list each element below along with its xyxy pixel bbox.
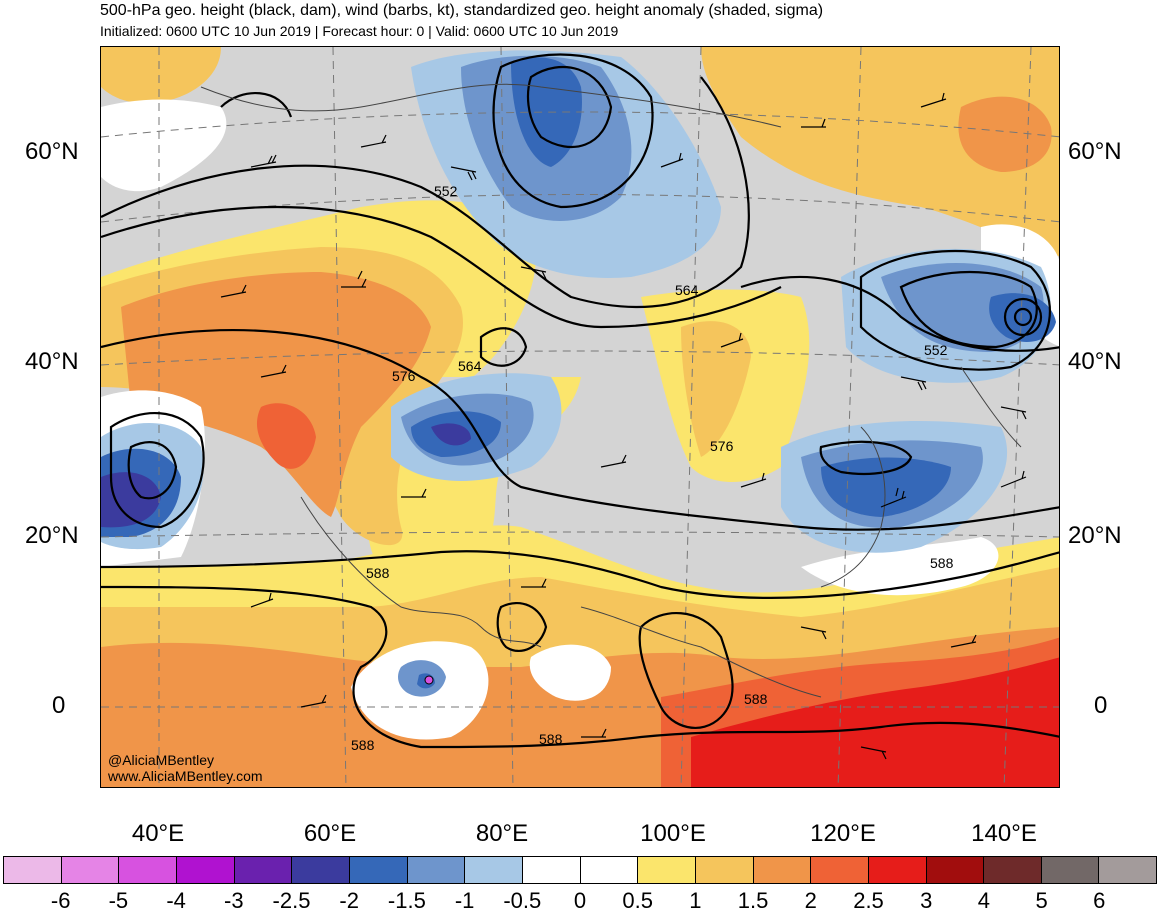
lon-label: 140°E [971, 820, 1037, 847]
colorbar-tick-label: -3 [224, 888, 244, 913]
colorbar-tick-label: 4 [977, 888, 991, 913]
colorbar-tick-label: -6 [50, 888, 71, 913]
colorbar-swatch [1099, 857, 1157, 883]
colorbar-swatch [234, 857, 293, 883]
colorbar-swatch [984, 857, 1042, 883]
credit-handle: @AliciaMBentley [108, 752, 215, 768]
neutral-white-bay-of-bengal [529, 644, 611, 701]
colorbar-tick-label: -0.5 [503, 888, 542, 913]
contour-label: 552 [924, 342, 948, 358]
coastlines [200, 83, 1022, 698]
lon-label: 40°E [131, 820, 185, 847]
colorbar-tick-label: 1.5 [737, 888, 769, 913]
colorbar-tick-label: 6 [1093, 888, 1106, 913]
height-contours [101, 53, 1059, 749]
contour-label: 552 [434, 183, 458, 199]
colorbar-swatch [695, 857, 754, 883]
colorbar-tick-label: -2.5 [272, 888, 311, 913]
colorbar-swatch [292, 857, 350, 883]
contour-label: 576 [392, 368, 416, 384]
negative-anomaly-core-west [101, 472, 161, 528]
colorbar-swatch [349, 857, 408, 883]
colorbar-tick-label: 2.5 [853, 888, 884, 913]
colorbar-swatch [868, 857, 927, 883]
colorbar-swatch [119, 857, 177, 883]
lat-label-left: 40°N [25, 348, 79, 375]
contour-label: 564 [458, 358, 482, 374]
credit-block: @AliciaMBentley www.AliciaMBentley.com [108, 752, 263, 784]
colorbar-swatch [811, 857, 869, 883]
positive-anomaly-red-west [256, 403, 316, 469]
contour-label: 588 [744, 691, 768, 707]
colorbar-tick-label: 5 [1035, 888, 1048, 913]
colorbar-swatch [61, 857, 120, 883]
colorbar-swatch [753, 857, 812, 883]
lat-label-right: 40°N [1068, 348, 1122, 375]
lon-label: 80°E [475, 820, 529, 847]
chart-title: 500-hPa geo. height (black, dam), wind (… [100, 2, 824, 19]
colorbar-swatch [522, 857, 581, 883]
neutral-white-east-china-sea [801, 537, 999, 596]
lat-label-right: 60°N [1068, 138, 1122, 165]
negative-anomaly-core-central-asia [431, 423, 471, 446]
lon-label: 100°E [640, 820, 706, 847]
contour-label: 588 [539, 731, 563, 747]
colorbar-tick-label: 0.5 [622, 888, 653, 913]
contour-label: 588 [366, 565, 390, 581]
lat-label-left: 60°N [25, 138, 79, 165]
map-panel: 552 564 564 576 576 552 588 588 588 588 … [100, 46, 1060, 788]
colorbar-tick-label: -2 [339, 888, 359, 913]
neutral-white-northwest [101, 99, 227, 192]
lon-label: 120°E [810, 820, 876, 847]
contour-label: 588 [930, 555, 954, 571]
colorbar-tick-label: -4 [166, 888, 186, 913]
contour-labels: 552 564 564 576 576 552 588 588 588 588 … [351, 183, 954, 753]
chart-subtitle: Initialized: 0600 UTC 10 Jun 2019 | Fore… [100, 23, 619, 39]
lat-label-right: 20°N [1068, 522, 1122, 549]
positive-anomaly-orange-northeast [701, 47, 1059, 257]
cyclone-center-marker [424, 675, 434, 685]
colorbar-tick-label: 0 [573, 888, 587, 913]
lat-label-left: 20°N [25, 522, 79, 549]
positive-anomaly-orange-northwest-corner [101, 47, 221, 104]
positive-anomaly-strong-red-south [691, 657, 1059, 787]
colorbar-tick-label: -1 [454, 888, 475, 913]
contour-label: 576 [710, 438, 734, 454]
credit-site: www.AliciaMBentley.com [108, 768, 263, 784]
lat-label-left: 0 [52, 692, 66, 719]
contour-label: 588 [351, 737, 375, 753]
positive-anomaly-orange-east-inner [681, 321, 751, 457]
colorbar-tick-label: -1.5 [387, 888, 426, 913]
lat-label-right: 0 [1094, 692, 1108, 719]
negative-anomaly-dark-blue-east-china [821, 457, 951, 517]
colorbar-swatch [638, 857, 696, 883]
lon-label: 60°E [303, 820, 357, 847]
colorbar-tick-label: 1 [689, 888, 702, 913]
colorbar-tick-label: 3 [920, 888, 933, 913]
negative-anomaly-dark-blue-northeast [989, 293, 1056, 342]
positive-anomaly-deep-orange-northeast [958, 96, 1052, 172]
wind-barbs [220, 92, 1027, 760]
colorbar-swatch [580, 857, 639, 883]
colorbar [3, 856, 1157, 884]
contour-label: 564 [675, 282, 699, 298]
colorbar-swatch [465, 857, 523, 883]
colorbar-swatch [926, 857, 985, 883]
positive-anomaly-deep-orange-west [121, 272, 431, 517]
colorbar-swatch [4, 857, 62, 883]
colorbar-tick-label: -5 [108, 888, 129, 913]
colorbar-swatch [407, 857, 466, 883]
colorbar-tick-label: 2 [804, 888, 817, 913]
colorbar-swatch [1041, 857, 1100, 883]
colorbar-swatch [176, 857, 235, 883]
anomaly-map: 552 564 564 576 576 552 588 588 588 588 … [101, 47, 1059, 787]
